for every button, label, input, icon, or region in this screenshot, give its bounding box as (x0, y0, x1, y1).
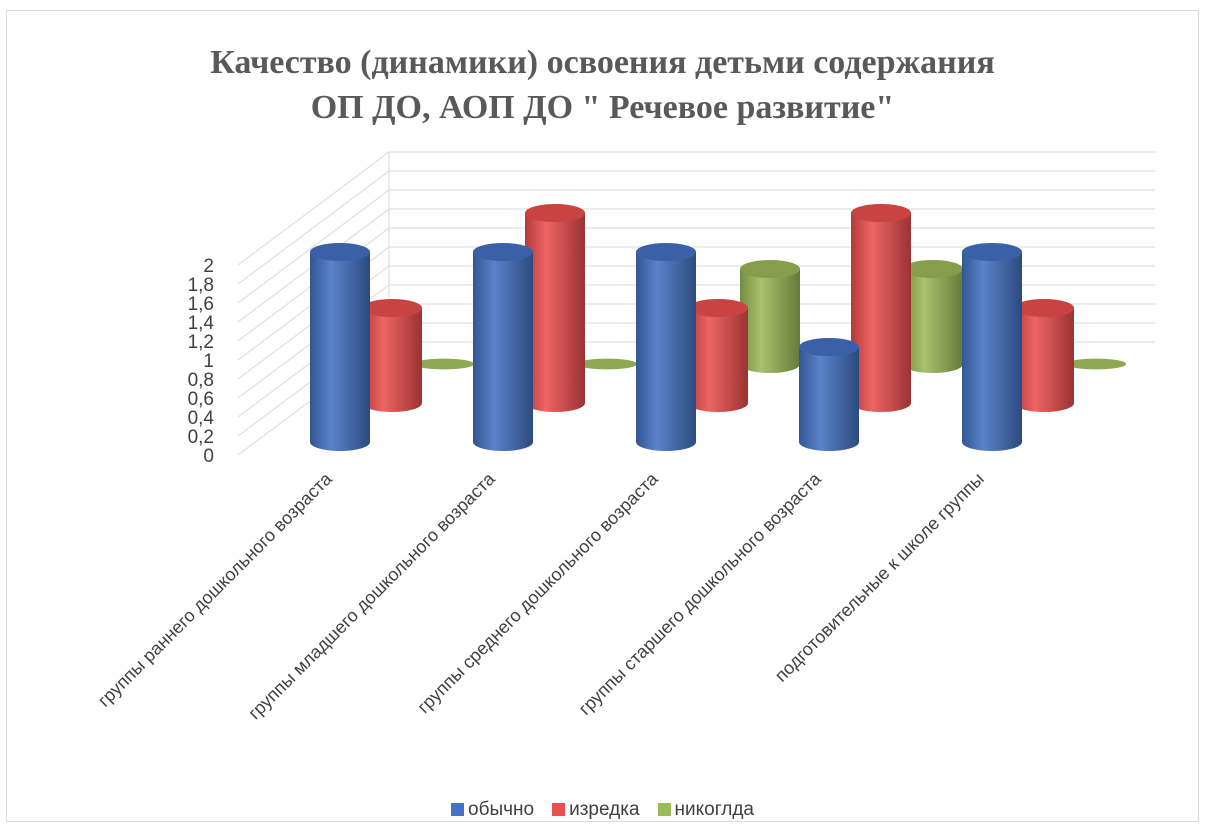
chart-title-line-2: ОП ДО, АОП ДО " Речевое развитие" (310, 89, 895, 126)
cylinder-top (1066, 358, 1126, 370)
legend-item: изредка (552, 799, 640, 821)
bar-никоглда-5 (1066, 358, 1126, 370)
y-tick-label: 1,8 (188, 275, 214, 296)
cylinder-top (636, 243, 696, 261)
y-tick-label: 0,2 (188, 427, 214, 448)
bar-никоглда-4 (903, 260, 963, 373)
cylinder-top (577, 358, 637, 370)
cylinder-body (799, 347, 859, 451)
cylinder-body (1014, 308, 1074, 412)
bar-обычно-5 (962, 243, 1022, 451)
x-axis-categories: группы раннего дошкольного возрастагрупп… (94, 468, 988, 723)
bar-никоглда-3 (740, 260, 800, 373)
legend-swatch (552, 803, 566, 816)
legend-swatch (657, 803, 671, 816)
cylinder-top (851, 204, 911, 222)
legend-label: обычно (468, 799, 535, 820)
bar-изредка-2 (525, 204, 585, 412)
cylinder-body (310, 252, 370, 451)
cylinder-top (740, 260, 800, 278)
bar-изредка-5 (1014, 299, 1074, 412)
bar-обычно-1 (310, 243, 370, 451)
y-tick-label: 0 (203, 446, 214, 467)
y-tick-label: 1,4 (188, 313, 215, 334)
cylinder-top (799, 338, 859, 356)
side-wall-gridline (237, 170, 390, 285)
cylinder-body (688, 308, 748, 412)
legend-label: изредка (569, 799, 640, 820)
legend-item: никоглда (657, 799, 754, 821)
cylinder-body (525, 213, 585, 412)
y-tick-label: 1,2 (188, 332, 214, 353)
side-wall-gridline (237, 189, 390, 304)
chart-title-line-1: Качество (динамики) освоения детьми соде… (210, 44, 995, 81)
cylinder-body (962, 252, 1022, 451)
bar-изредка-1 (362, 299, 422, 412)
y-tick-label: 2 (203, 256, 214, 277)
side-wall-gridline (237, 151, 390, 266)
bar-обычно-4 (799, 338, 859, 451)
legend-item: обычно (451, 799, 534, 821)
legend-swatch (451, 803, 465, 816)
cylinder-body (740, 269, 800, 373)
y-tick-label: 0,6 (188, 389, 214, 410)
x-category-label: группы младшего дошкольного возраста (244, 468, 499, 723)
bar-никоглда-1 (414, 358, 474, 370)
cylinder-top (1014, 299, 1074, 317)
bar-обычно-2 (473, 243, 533, 451)
cylinder-body (362, 308, 422, 412)
cylinder-top (414, 358, 474, 370)
cylinder-body (903, 269, 963, 373)
chart-title: Качество (динамики) освоения детьми соде… (0, 40, 1205, 130)
cylinder-top (962, 243, 1022, 261)
y-axis-ticks: 00,20,40,60,811,21,41,61,82 (188, 256, 215, 467)
bar-никоглда-2 (577, 358, 637, 370)
cylinder-top (310, 243, 370, 261)
chart-legend: обычно изредка никоглда (0, 799, 1205, 821)
cylinder-top (473, 243, 533, 261)
chart-bars (310, 204, 1126, 451)
cylinder-top (903, 260, 963, 278)
bar-изредка-3 (688, 299, 748, 412)
y-tick-label: 0,8 (188, 370, 214, 391)
legend-label: никоглда (674, 799, 754, 820)
y-tick-label: 1 (203, 351, 214, 372)
cylinder-body (636, 252, 696, 451)
y-tick-label: 0,4 (188, 408, 215, 429)
cylinder-top (525, 204, 585, 222)
cylinder-body (473, 252, 533, 451)
cylinder-top (362, 299, 422, 317)
cylinder-body (851, 213, 911, 412)
y-tick-label: 1,6 (188, 294, 214, 315)
bar-обычно-3 (636, 243, 696, 451)
cylinder-top (688, 299, 748, 317)
bar-изредка-4 (851, 204, 911, 412)
